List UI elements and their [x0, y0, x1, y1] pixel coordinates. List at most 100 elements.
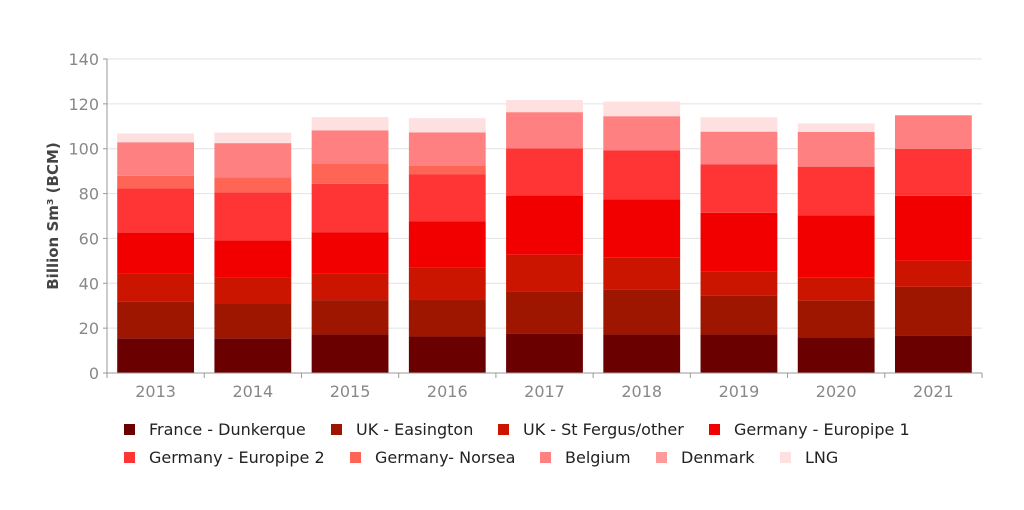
bar-segment	[797, 131, 875, 167]
legend-label: LNG	[805, 448, 838, 467]
bar-segment	[506, 333, 583, 373]
bar-segment	[117, 338, 195, 373]
legend-item: France - Dunkerque	[124, 420, 306, 439]
bar-segment	[506, 291, 583, 334]
y-tick-label: 120	[68, 95, 99, 114]
bar-segment	[700, 271, 778, 296]
legend-item: UK - Easington	[331, 420, 473, 439]
bar-segment	[311, 117, 389, 131]
bar-segment	[603, 150, 681, 200]
bar-segment	[700, 334, 778, 373]
bar-segment	[894, 335, 972, 373]
x-tick-label: 2014	[232, 382, 273, 401]
bar-segment	[603, 334, 681, 373]
bar-segment	[700, 131, 778, 165]
bar-segment	[408, 267, 486, 300]
legend-label: France - Dunkerque	[149, 420, 306, 439]
bar-segment	[408, 299, 486, 337]
bar-segment	[311, 183, 389, 233]
bar-segment	[408, 165, 486, 175]
bar-segment	[603, 289, 681, 335]
bar-segment	[797, 123, 875, 132]
bar-segment	[894, 195, 972, 261]
legend-item: Germany - Europipe 2	[124, 448, 325, 467]
bar-segment	[408, 132, 486, 166]
legend-swatch	[709, 424, 720, 435]
bar-segment	[214, 192, 292, 241]
legend-label: Germany - Europipe 1	[734, 420, 910, 439]
bar-segment	[506, 254, 583, 292]
bar-segment	[894, 115, 972, 149]
bar-segment	[117, 188, 195, 233]
y-tick-label: 20	[79, 319, 99, 338]
legend-item: Belgium	[540, 448, 631, 467]
bar-segment	[506, 100, 583, 113]
x-tick-label: 2018	[621, 382, 662, 401]
x-tick-labels: 2013 2014 2015 2016 2017 2018 2019 2020 2021	[135, 382, 953, 401]
legend-item: Germany - Europipe 1	[709, 420, 910, 439]
legend-item: LNG	[780, 448, 838, 467]
bar-segment	[603, 257, 681, 290]
bar-segment	[797, 215, 875, 278]
bar-segment	[311, 273, 389, 301]
legend-swatch	[540, 452, 551, 463]
axes	[103, 58, 983, 378]
bar-segment	[700, 117, 778, 132]
legend-item: Germany- Norsea	[350, 448, 515, 467]
bar-segment	[408, 118, 486, 133]
bar-segment	[603, 116, 681, 151]
legend-label: Belgium	[565, 448, 631, 467]
x-tick-label: 2016	[427, 382, 468, 401]
legend-swatch	[350, 452, 361, 463]
bar-segment	[797, 277, 875, 301]
y-tick-label: 0	[89, 364, 99, 383]
bar-segment	[311, 163, 389, 184]
bar-segment	[408, 336, 486, 373]
y-tick-label: 40	[79, 274, 99, 293]
bar-segment	[700, 164, 778, 213]
bar-segment	[797, 337, 875, 373]
bar-segment	[603, 199, 681, 258]
bar-segment	[506, 148, 583, 196]
y-tick-label: 80	[79, 185, 99, 204]
legend-swatch	[331, 424, 342, 435]
bar-segment	[894, 286, 972, 336]
bar-segment	[214, 338, 292, 373]
bar-segment	[117, 133, 195, 143]
bar-segment	[797, 166, 875, 216]
bar-segment	[311, 130, 389, 164]
bar-segment	[214, 303, 292, 339]
legend-label: Germany- Norsea	[375, 448, 515, 467]
bar-segment	[700, 212, 778, 272]
bar-segment	[311, 300, 389, 335]
bar-segment	[700, 295, 778, 335]
bar-segment	[894, 148, 972, 196]
bar-segment	[117, 273, 195, 302]
bar-segment	[408, 174, 486, 222]
y-tick-label: 100	[68, 140, 99, 159]
bar-segment	[214, 277, 292, 304]
y-axis-title: Billion Sm³ (BCM)	[44, 142, 62, 290]
bar-segment	[214, 143, 292, 178]
legend-swatch	[124, 452, 135, 463]
x-tick-label: 2020	[816, 382, 857, 401]
bar-segment	[117, 232, 195, 274]
bar-segment	[603, 101, 681, 117]
x-tick-label: 2015	[330, 382, 371, 401]
legend: France - Dunkerque UK - Easington UK - St …	[124, 420, 910, 467]
bar-segment	[311, 232, 389, 274]
legend-item: Denmark	[656, 448, 755, 467]
bar-segment	[214, 177, 292, 193]
x-tick-label: 2017	[524, 382, 565, 401]
bar-segment	[408, 221, 486, 268]
legend-label: UK - Easington	[356, 420, 473, 439]
bar-segment	[311, 334, 389, 373]
legend-label: Germany - Europipe 2	[149, 448, 325, 467]
y-tick-label: 140	[68, 50, 99, 69]
y-tick-labels: 0 20 40 60 80 100 120 140	[68, 50, 99, 383]
y-tick-label: 60	[79, 229, 99, 248]
x-tick-label: 2013	[135, 382, 176, 401]
legend-swatch	[780, 452, 791, 463]
bar-segment	[117, 301, 195, 339]
